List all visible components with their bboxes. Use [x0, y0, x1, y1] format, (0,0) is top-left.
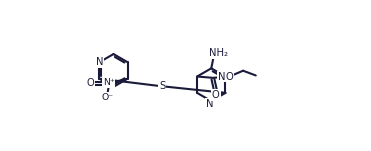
Text: O: O	[86, 78, 94, 88]
Text: NH₂: NH₂	[209, 48, 228, 58]
Text: N: N	[206, 99, 214, 109]
Text: N: N	[218, 72, 225, 82]
Text: N: N	[96, 57, 104, 67]
Text: N⁺: N⁺	[103, 78, 115, 87]
Text: O: O	[226, 72, 233, 82]
Text: O: O	[212, 90, 220, 100]
Text: O⁻: O⁻	[101, 93, 114, 102]
Text: S: S	[159, 81, 165, 91]
